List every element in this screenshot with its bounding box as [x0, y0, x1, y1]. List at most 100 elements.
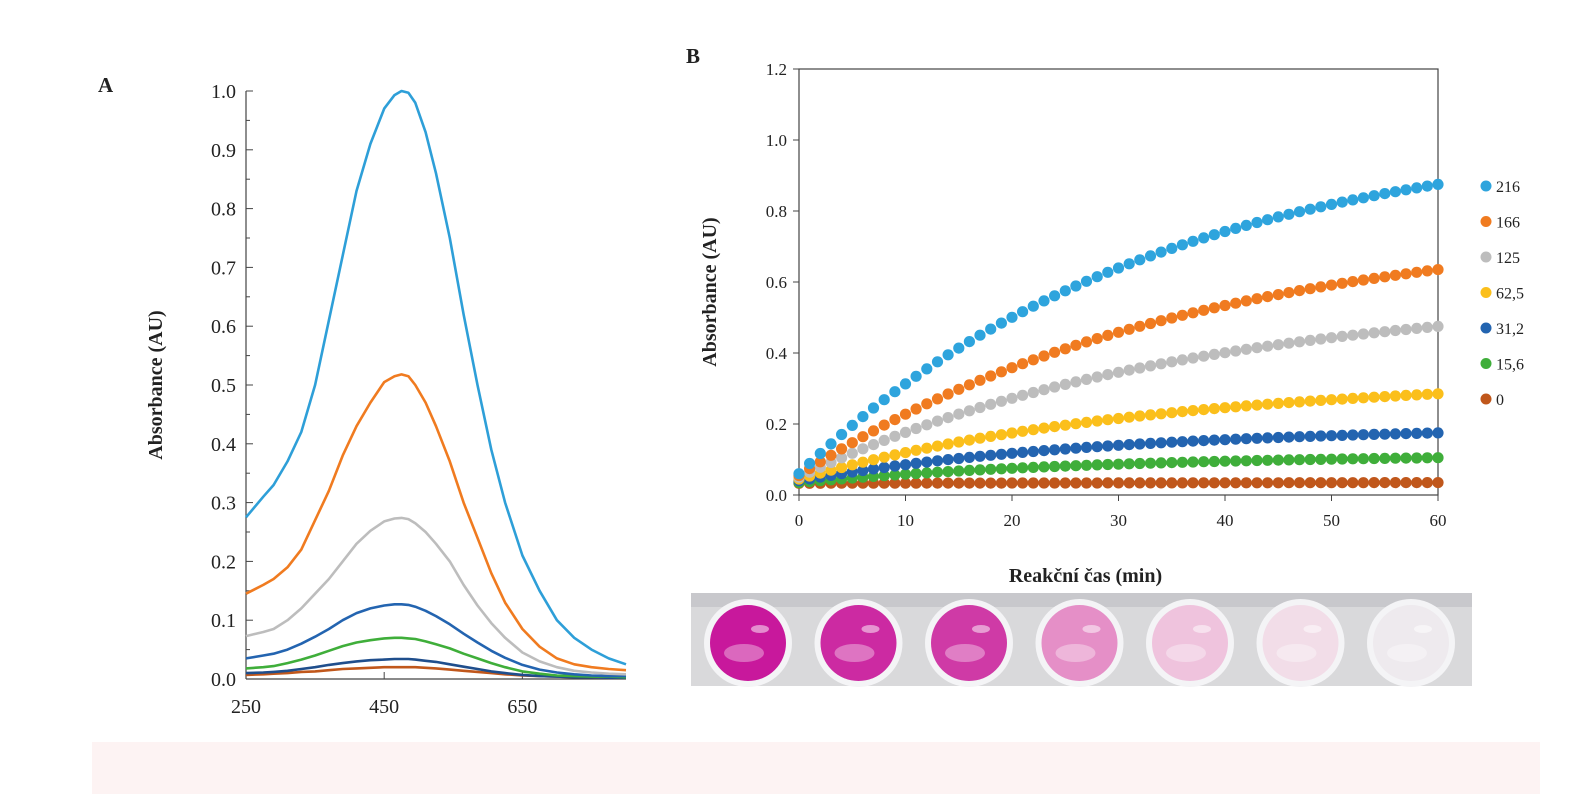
data-point: [1400, 268, 1412, 280]
data-point: [1059, 419, 1071, 431]
data-point: [1198, 304, 1210, 316]
data-point: [1049, 477, 1061, 489]
y-axis-title: Absorbance (AU): [699, 217, 721, 366]
data-point: [1017, 477, 1029, 489]
data-point: [1155, 437, 1167, 449]
data-point: [1336, 393, 1348, 405]
data-point: [1006, 447, 1018, 459]
data-point: [1357, 453, 1369, 465]
data-point: [804, 457, 816, 470]
data-point: [857, 464, 869, 477]
data-point: [836, 428, 848, 441]
well: [1262, 605, 1339, 681]
data-point: [1230, 297, 1242, 309]
data-point: [1315, 430, 1327, 442]
data-point: [1411, 182, 1423, 194]
data-point: [1251, 477, 1263, 489]
data-point: [942, 454, 954, 466]
well: [1041, 605, 1118, 681]
data-point: [1240, 477, 1252, 489]
data-point: [1049, 421, 1061, 433]
well-glint: [861, 625, 880, 633]
y-tick-label: 0.8: [211, 199, 236, 221]
data-point: [985, 398, 997, 410]
data-point: [1315, 201, 1327, 213]
series-line: [245, 636, 627, 679]
data-point: [963, 477, 976, 489]
data-point: [1293, 285, 1306, 297]
data-point: [1134, 477, 1146, 489]
data-point: [1144, 457, 1157, 469]
data-point: [1325, 394, 1338, 406]
data-point: [1379, 452, 1391, 464]
data-point: [1176, 477, 1188, 489]
data-point: [1230, 433, 1242, 445]
data-point: [846, 437, 858, 449]
data-point: [1368, 428, 1380, 440]
data-point: [1049, 444, 1061, 456]
data-point: [1091, 459, 1103, 471]
data-point: [931, 393, 944, 405]
legend-marker: [1480, 287, 1492, 298]
data-point: [1049, 460, 1061, 473]
data-point: [1038, 445, 1050, 457]
x-tick-label: 650: [507, 696, 537, 718]
y-tick-label: 0.7: [211, 257, 236, 279]
data-point: [1357, 328, 1369, 340]
data-point: [1059, 477, 1071, 489]
y-tick-label: 0.2: [211, 551, 236, 573]
data-point: [1080, 416, 1093, 428]
data-point: [867, 454, 880, 466]
data-point: [931, 356, 944, 368]
data-point: [1123, 411, 1135, 423]
data-point: [1123, 258, 1135, 270]
data-point: [1315, 453, 1327, 465]
data-point: [1347, 429, 1359, 441]
data-point: [1155, 358, 1167, 370]
data-point: [910, 370, 922, 382]
y-tick-label: 0.3: [211, 493, 236, 515]
legend-label: 166: [1496, 215, 1520, 232]
x-tick-label: 20: [1004, 511, 1021, 530]
data-point: [1347, 276, 1359, 288]
data-point: [974, 374, 986, 386]
y-tick-label: 0.6: [766, 273, 787, 292]
data-point: [1219, 455, 1231, 467]
data-point: [1091, 271, 1103, 283]
data-point: [931, 477, 944, 489]
data-point: [1080, 441, 1093, 453]
data-point: [1123, 477, 1135, 489]
data-point: [1379, 391, 1391, 403]
data-point: [1187, 405, 1199, 417]
data-point: [878, 394, 890, 406]
well-glint: [972, 625, 990, 633]
data-point: [1389, 477, 1401, 489]
data-point: [1176, 309, 1188, 321]
data-point: [1432, 320, 1444, 332]
data-point: [1379, 188, 1391, 200]
data-point: [1166, 312, 1178, 324]
data-point: [1389, 452, 1401, 464]
data-point: [1262, 340, 1274, 352]
data-point: [1208, 348, 1220, 360]
legend-marker: [1480, 358, 1492, 369]
data-point: [931, 415, 944, 427]
data-point: [1219, 477, 1231, 489]
data-point: [995, 429, 1008, 441]
data-point: [1198, 435, 1210, 447]
data-point: [995, 477, 1008, 489]
data-point: [1272, 431, 1284, 444]
data-point: [1240, 219, 1252, 231]
data-point: [878, 451, 890, 463]
data-point: [1368, 452, 1380, 465]
data-point: [1230, 477, 1242, 489]
data-point: [1347, 453, 1359, 465]
data-point: [867, 439, 880, 451]
data-point: [1325, 332, 1338, 344]
data-point: [963, 464, 976, 476]
data-point: [910, 467, 922, 480]
data-point: [825, 464, 837, 476]
data-point: [1070, 376, 1082, 388]
data-point: [1017, 358, 1029, 370]
data-point: [995, 366, 1008, 378]
